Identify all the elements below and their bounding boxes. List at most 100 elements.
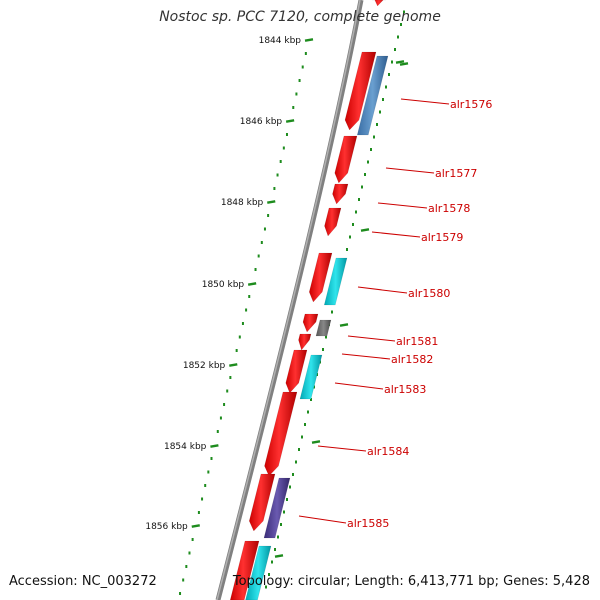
outer-dot	[274, 548, 276, 551]
outer-dot	[397, 35, 399, 39]
outer-dot	[304, 423, 306, 426]
gene-label: alr1579	[421, 231, 463, 244]
minor-tick	[304, 52, 307, 55]
outer-dot	[292, 473, 294, 476]
outer-dot	[391, 60, 393, 64]
gene-label: alr1585	[347, 517, 389, 530]
outer-dot	[289, 485, 291, 489]
outer-dot	[325, 335, 327, 339]
outer-dot	[403, 10, 405, 14]
minor-tick	[204, 484, 207, 487]
minor-tick	[207, 470, 210, 474]
minor-tick	[301, 65, 304, 69]
minor-tick	[223, 403, 226, 406]
gene-feature	[334, 135, 358, 184]
gene-feature	[308, 252, 333, 303]
minor-tick	[238, 335, 241, 339]
gene-feature	[371, 0, 387, 7]
scale-label: 1854 kbp	[164, 442, 207, 452]
label-leader	[400, 98, 450, 105]
gene-feature	[332, 183, 349, 205]
label-leader	[377, 202, 428, 209]
gene-feature	[263, 477, 291, 539]
minor-tick	[201, 497, 204, 501]
outer-dot	[394, 48, 396, 51]
label-leader	[357, 286, 408, 294]
minor-tick	[185, 565, 188, 568]
outer-dot	[310, 398, 312, 401]
minor-tick	[263, 227, 266, 231]
major-tick	[304, 38, 314, 42]
outer-dot	[301, 435, 303, 439]
minor-tick	[229, 376, 232, 379]
genome-summary: Topology: circular; Length: 6,413,771 bp…	[232, 574, 590, 589]
major-tick	[210, 444, 219, 448]
gene-labels: alr1576 alr1577 alr1578 alr1579 alr1580 alr15…	[347, 98, 492, 530]
minor-tick	[282, 146, 285, 150]
minor-tick	[292, 106, 295, 109]
major-tick	[247, 282, 257, 286]
minor-tick	[285, 133, 288, 136]
minor-tick	[276, 173, 279, 177]
gene-label: alr1578	[428, 202, 470, 215]
outer-dot	[361, 185, 363, 189]
outer-dot	[358, 198, 360, 201]
outer-dot	[322, 348, 324, 351]
genome-title: Nostoc sp. PCC 7120, complete genome	[159, 9, 441, 25]
outer-dot	[376, 123, 378, 126]
major-tick	[191, 524, 200, 528]
gene-label: alr1583	[384, 383, 426, 396]
outer-dot	[385, 85, 387, 89]
outer-dot	[355, 210, 357, 214]
label-leader	[341, 353, 391, 360]
outer-dot	[400, 23, 402, 26]
genome-backbone-highlight	[216, 0, 361, 600]
major-tick	[229, 363, 238, 367]
outer-dot	[283, 510, 285, 514]
outer-dot	[367, 160, 369, 164]
minor-tick	[245, 308, 248, 312]
minor-tick	[210, 457, 213, 460]
outer-dot	[268, 573, 270, 576]
outer-dot	[277, 535, 279, 539]
outer-dots	[265, 10, 409, 589]
scale-label: 1844 kbp	[259, 36, 302, 46]
label-leader	[298, 515, 347, 524]
gene-label: alr1582	[391, 353, 433, 366]
gene-feature	[323, 257, 348, 306]
outer-tick	[311, 440, 321, 444]
minor-tick	[267, 214, 270, 217]
gene-feature	[324, 207, 342, 237]
outer-dot	[370, 148, 372, 151]
scale-ticks	[179, 38, 314, 595]
minor-tick	[182, 578, 185, 582]
outer-dot	[295, 460, 297, 464]
outer-dot	[298, 448, 300, 451]
outer-tick	[360, 228, 370, 232]
minor-tick	[241, 322, 244, 325]
outer-tick	[399, 62, 409, 66]
label-leader	[317, 445, 367, 452]
major-tick	[267, 200, 276, 204]
minor-tick	[179, 592, 182, 595]
gene-feature	[302, 313, 319, 333]
scale-label: 1856 kbp	[145, 522, 188, 532]
minor-tick	[254, 268, 257, 271]
gene-feature	[298, 333, 312, 351]
outer-tick	[339, 323, 349, 327]
gene-features	[229, 0, 389, 600]
outer-dot	[373, 135, 375, 139]
major-tick	[285, 119, 295, 123]
minor-tick	[248, 295, 251, 298]
minor-tick	[188, 551, 191, 555]
gene-feature	[315, 319, 332, 337]
minor-tick	[279, 160, 282, 163]
minor-tick	[257, 254, 260, 258]
outer-tick	[274, 554, 284, 558]
outer-dot	[286, 498, 288, 501]
outer-dot	[265, 585, 267, 589]
minor-tick	[298, 79, 301, 82]
gene-feature	[356, 55, 389, 136]
outer-dot	[364, 173, 366, 176]
